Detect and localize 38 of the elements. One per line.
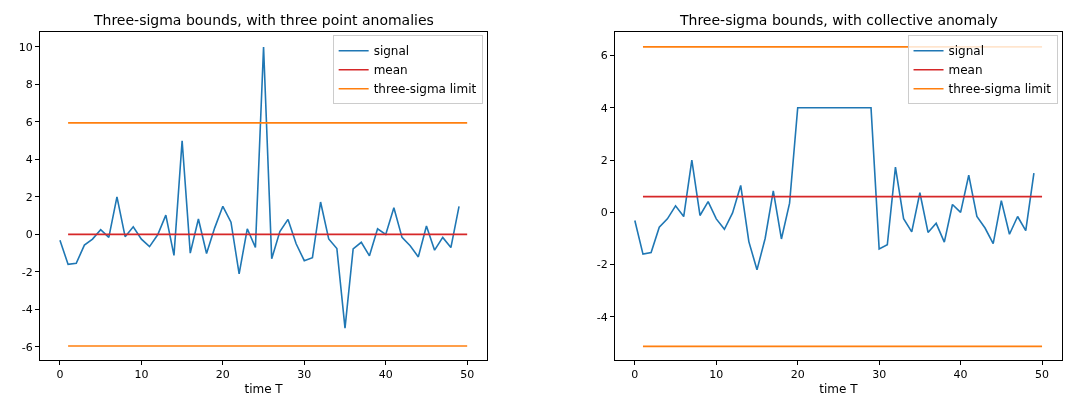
legend-label: signal: [948, 44, 985, 59]
legend-label: mean: [373, 63, 408, 78]
y-tick-label: 2: [600, 153, 608, 167]
y-tick-label: 4: [600, 101, 608, 115]
x-tick-label: 40: [953, 368, 968, 382]
x-tick-label: 10: [709, 368, 724, 382]
x-tick-label: 0: [56, 368, 64, 382]
chart-title: Three-sigma bounds, with three point anomalies: [93, 12, 434, 28]
x-axis-title: time T: [819, 382, 859, 397]
y-tick-label: -2: [21, 265, 33, 279]
chart-title: Three-sigma bounds, with collective anomaly: [679, 12, 998, 28]
x-tick-label: 50: [460, 368, 475, 382]
legend-label: three-sigma limit: [948, 82, 1052, 97]
legend-label: signal: [373, 44, 410, 59]
y-tick-label: 4: [25, 153, 33, 167]
y-tick-label: 8: [25, 78, 33, 92]
y-tick-label: 2: [25, 190, 33, 204]
x-axis-title: time T: [244, 382, 284, 397]
x-tick-label: 30: [297, 368, 312, 382]
y-tick-label: 10: [18, 40, 33, 54]
x-tick-label: 50: [1035, 368, 1050, 382]
y-tick-label: -6: [21, 340, 33, 354]
x-tick-label: 30: [872, 368, 887, 382]
y-tick-label: 6: [600, 49, 608, 63]
x-tick-label: 0: [631, 368, 639, 382]
y-tick-label: 6: [25, 115, 33, 129]
x-tick-label: 40: [378, 368, 393, 382]
x-tick-label: 20: [215, 368, 230, 382]
y-tick-label: 0: [25, 228, 33, 242]
y-tick-label: -4: [21, 303, 33, 317]
x-tick-label: 20: [790, 368, 805, 382]
legend-label: mean: [948, 63, 983, 78]
x-tick-label: 10: [134, 368, 149, 382]
line-series: [634, 106, 1035, 271]
y-tick-label: -4: [596, 310, 608, 324]
y-tick-label: -2: [596, 258, 608, 272]
legend-label: three-sigma limit: [373, 82, 477, 97]
y-tick-label: 0: [600, 206, 608, 220]
